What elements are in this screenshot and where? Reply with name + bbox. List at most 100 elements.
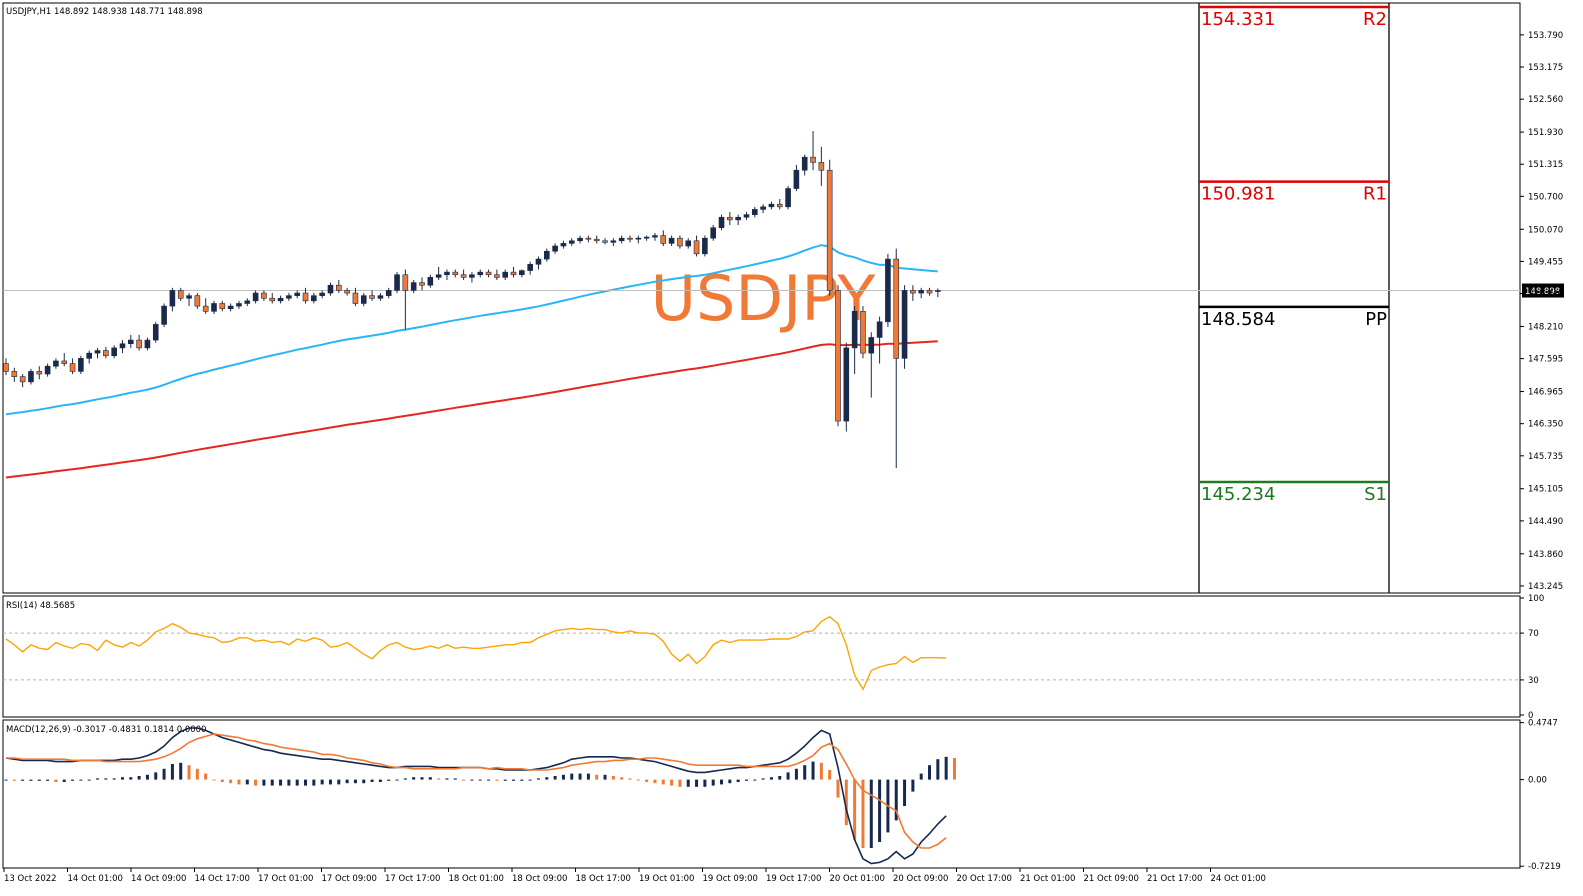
macd-histogram-bar <box>952 758 956 780</box>
price-tick-label: 153.790 <box>1528 31 1563 41</box>
macd-histogram-bar <box>878 779 882 842</box>
macd-histogram-bar <box>412 777 416 780</box>
pivot-name-pp: PP <box>1365 309 1387 330</box>
macd-histogram-bar <box>453 778 457 780</box>
candle-body <box>169 290 176 307</box>
candle-body <box>53 360 59 367</box>
price-tick-label: 145.105 <box>1528 485 1563 495</box>
price-tick-label: 152.560 <box>1528 95 1563 105</box>
candle-body <box>319 292 325 296</box>
candle-body <box>494 274 500 278</box>
macd-histogram-bar <box>395 779 399 781</box>
macd-histogram-bar <box>362 779 366 784</box>
rsi-tick-label: 100 <box>1528 594 1544 604</box>
candle-body <box>419 282 425 286</box>
price-tick-label: 153.175 <box>1528 63 1563 73</box>
candle-body <box>394 274 400 291</box>
candle-body <box>543 250 550 260</box>
macd-histogram-bar <box>437 778 441 780</box>
candle-body <box>776 203 783 208</box>
macd-histogram-bar <box>137 776 141 780</box>
candle-body <box>818 162 825 171</box>
macd-histogram-bar <box>645 779 649 782</box>
candle-body <box>693 240 700 255</box>
rsi-label: RSI(14) 48.5685 <box>6 601 75 611</box>
candle-body <box>502 271 509 278</box>
candle-body <box>627 237 633 240</box>
macd-histogram-bar <box>944 756 948 780</box>
candle-body <box>935 290 941 292</box>
pivot-value-pp: 148.584 <box>1201 309 1275 330</box>
macd-tick-label: 0.4747 <box>1528 719 1558 729</box>
macd-histogram-bar <box>778 776 782 780</box>
macd-histogram-bar <box>279 779 283 786</box>
candle-body <box>910 290 916 294</box>
macd-histogram-bar <box>370 779 374 782</box>
candle-body <box>128 339 134 345</box>
candle-body <box>843 347 850 422</box>
candlestick-series <box>3 131 941 469</box>
time-tick-label: 14 Oct 01:00 <box>68 874 123 884</box>
rsi-line <box>5 615 947 691</box>
macd-histogram-bar <box>195 768 199 780</box>
rsi-tick-label: 70 <box>1528 629 1539 639</box>
candle-body <box>901 290 908 359</box>
macd-histogram-bar <box>736 779 740 782</box>
macd-histogram-bar <box>803 765 807 780</box>
symbol-watermark: USDJPY <box>651 262 876 335</box>
main-panel-frame <box>2 2 1521 594</box>
candle-body <box>618 237 625 242</box>
macd-histogram-bar <box>129 777 133 780</box>
macd-histogram-bar <box>586 773 590 780</box>
time-tick-label: 13 Oct 2022 <box>4 874 57 884</box>
candle-body <box>510 271 517 276</box>
time-tick-label: 20 Oct 17:00 <box>957 874 1012 884</box>
macd-histogram-bar <box>695 779 699 787</box>
macd-histogram-bar <box>611 776 615 780</box>
candle-body <box>751 209 758 215</box>
candle-body <box>519 270 525 276</box>
macd-histogram-bar <box>353 779 357 784</box>
candle-body <box>793 169 800 189</box>
candle-body <box>144 339 151 349</box>
macd-histogram-bar <box>628 778 632 780</box>
macd-histogram-bar <box>120 777 124 780</box>
macd-signal-line <box>6 733 947 849</box>
candle-body <box>402 274 409 291</box>
candle-body <box>3 363 9 372</box>
time-tick-label: 21 Oct 01:00 <box>1020 874 1075 884</box>
macd-histogram-bar <box>686 779 690 787</box>
candle-body <box>735 216 741 221</box>
macd-histogram-bar <box>561 774 565 780</box>
candle-body <box>186 295 192 299</box>
candle-body <box>760 206 766 210</box>
macd-histogram-bar <box>304 779 308 786</box>
candle-body <box>826 169 833 291</box>
candle-body <box>785 188 791 208</box>
macd-histogram-bar <box>536 778 540 780</box>
pivot-value-r2: 154.331 <box>1201 9 1275 30</box>
price-tick-label: 148.210 <box>1528 322 1563 332</box>
macd-histogram-bar <box>387 779 391 781</box>
macd-histogram-bar <box>603 774 607 780</box>
macd-histogram-bar <box>528 779 532 781</box>
candle-body <box>202 305 209 312</box>
macd-histogram-bar <box>403 778 407 780</box>
macd-histogram-bar <box>54 779 58 782</box>
candle-body <box>369 295 375 299</box>
macd-histogram-bar <box>295 779 299 786</box>
macd-histogram-bar <box>620 777 624 780</box>
candle-body <box>252 292 259 302</box>
pivot-levels: 154.331 R2 150.981 R1 148.584 PP 145.234 S1 <box>1198 3 1390 593</box>
macd-histogram-bar <box>445 778 449 780</box>
time-axis: 13 Oct 2022 14 Oct 01:00 14 Oct 09:00 14 Oc… <box>3 868 1266 884</box>
price-tick-label: 144.490 <box>1528 517 1563 527</box>
candle-body <box>44 365 51 375</box>
time-tick-label: 17 Oct 09:00 <box>322 874 377 884</box>
candle-body <box>868 337 875 354</box>
macd-histogram-bar <box>71 779 75 781</box>
current-price-label: 148.898 <box>1525 287 1560 297</box>
candle-body <box>851 311 858 349</box>
macd-histogram-bar <box>229 779 233 784</box>
